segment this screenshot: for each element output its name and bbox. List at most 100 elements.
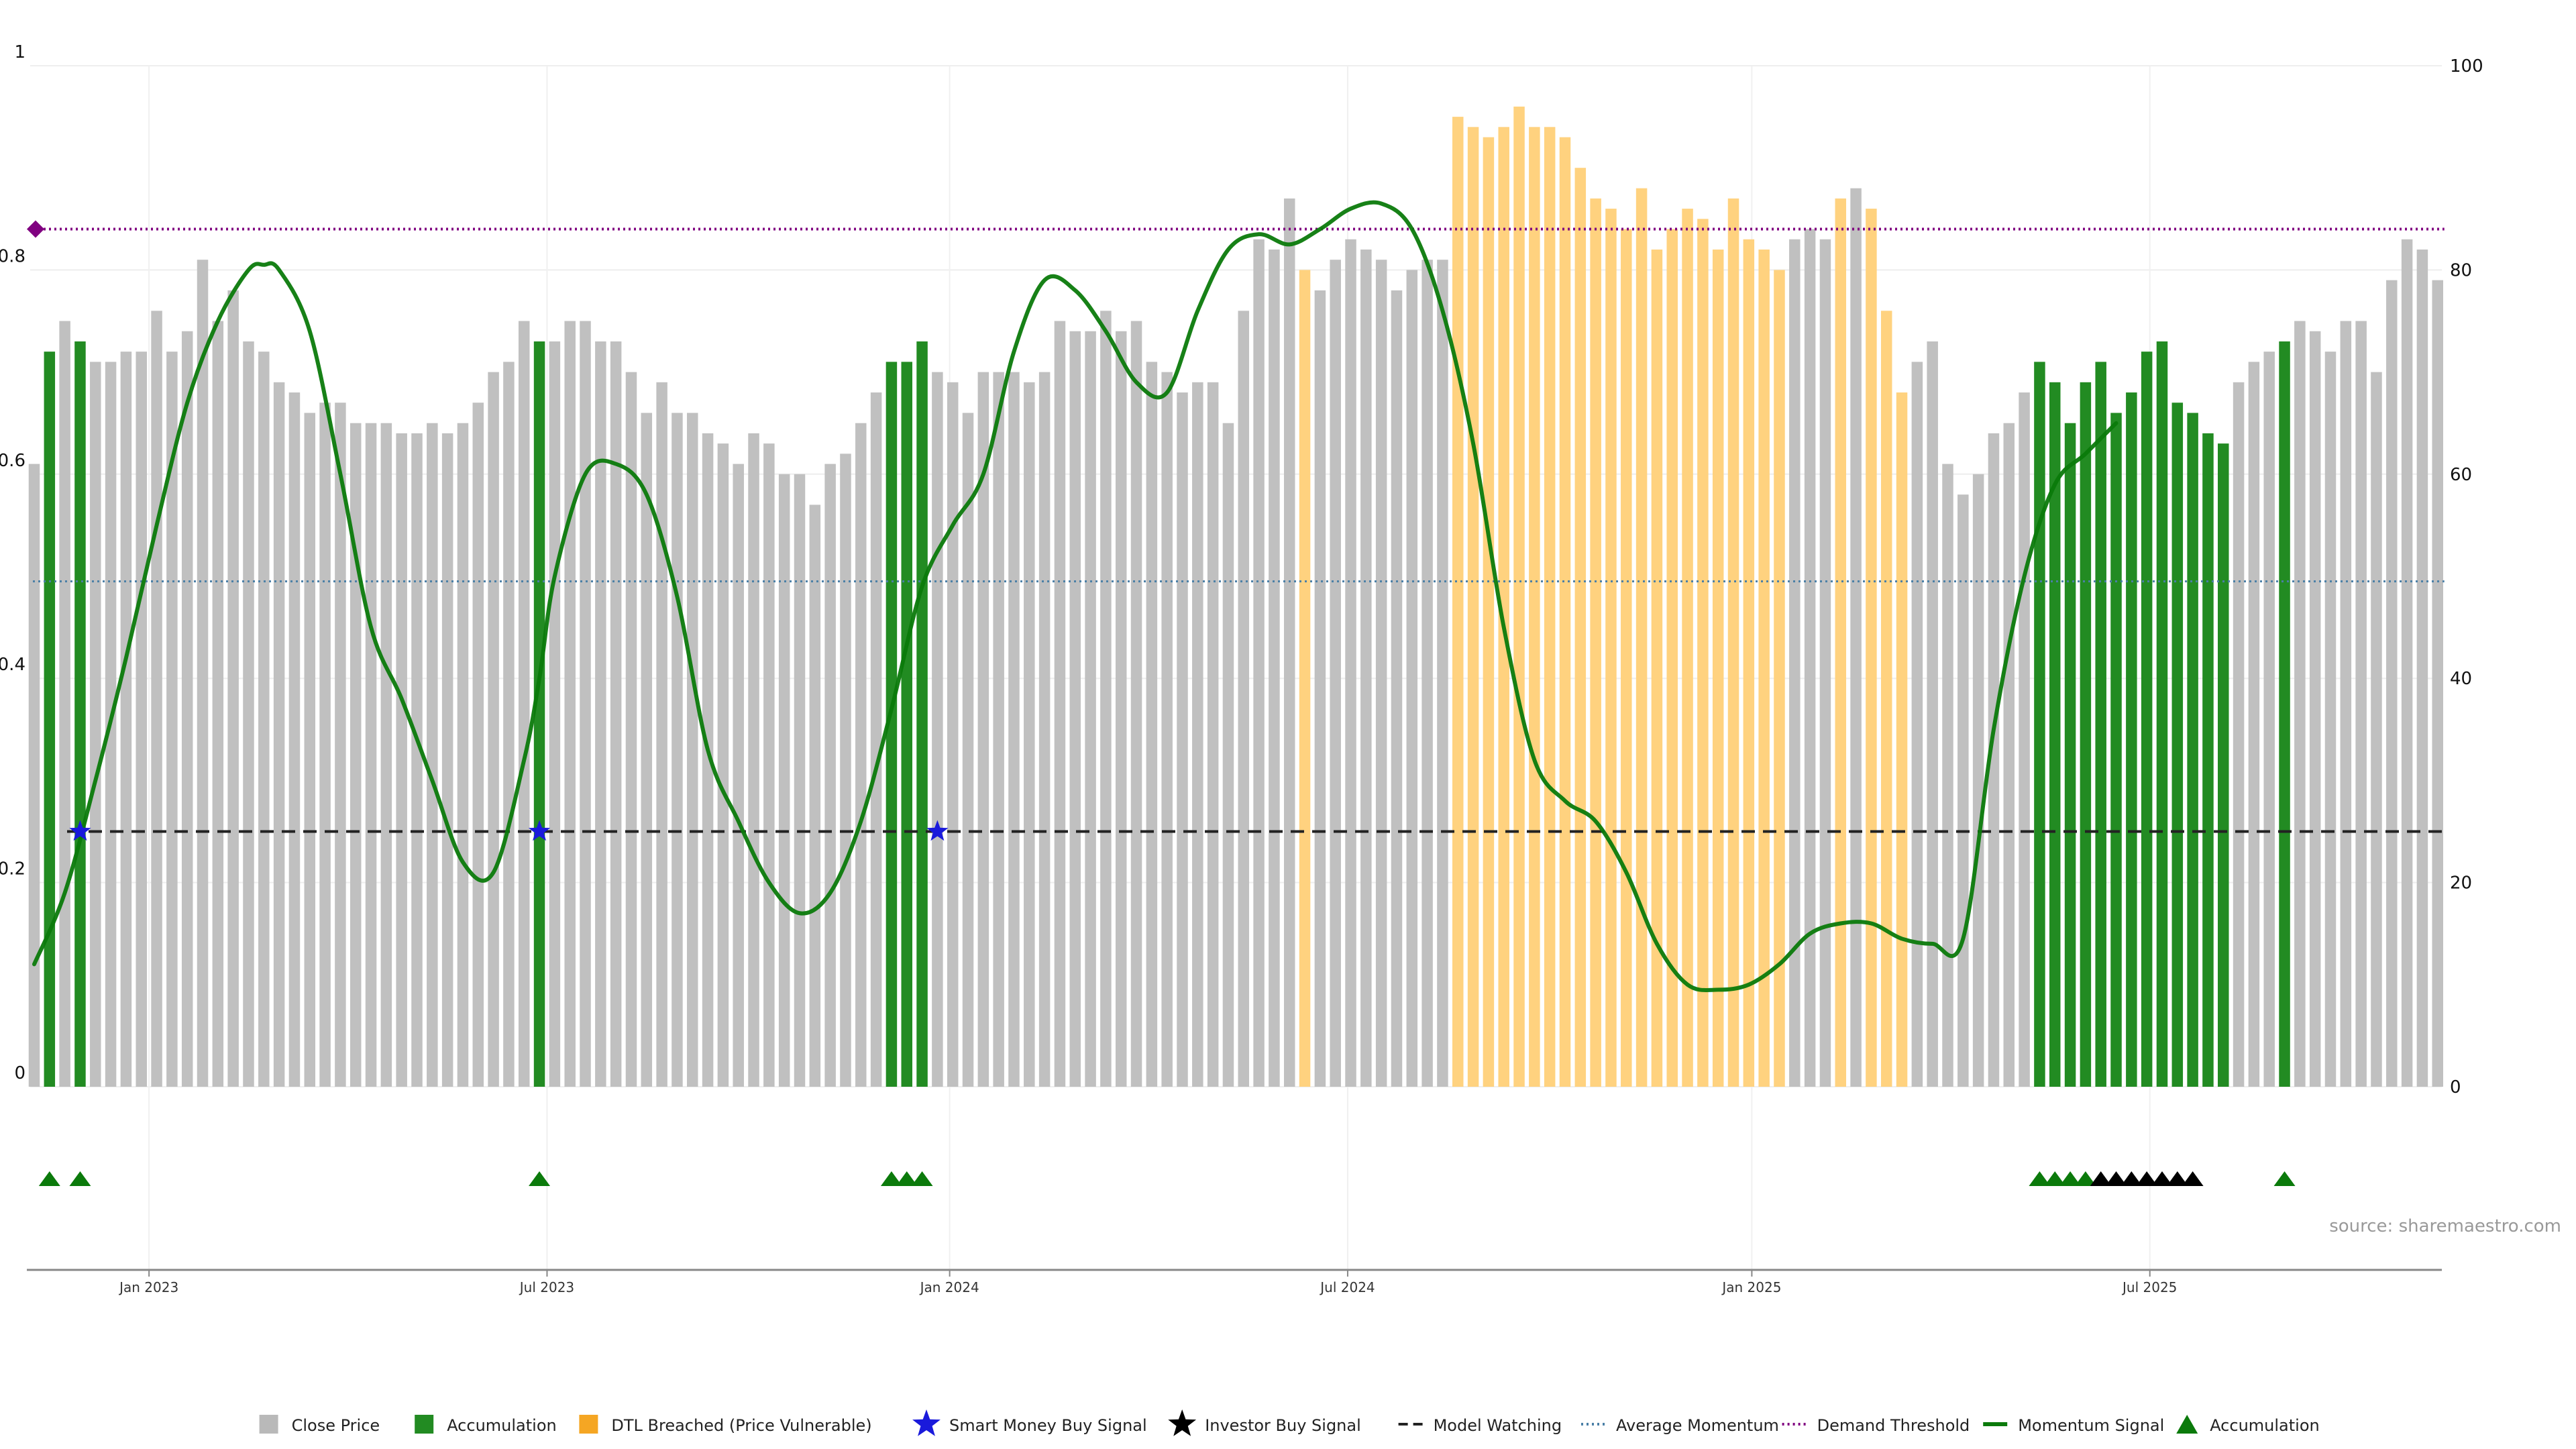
close-price-bar — [1038, 372, 1051, 1087]
close-price-bar — [824, 464, 836, 1087]
dtl-breached-bar — [1605, 209, 1617, 1087]
accumulation-triangle — [2074, 1171, 2096, 1186]
accumulation-bar — [2095, 362, 2106, 1087]
dtl-breached-bar — [1513, 106, 1525, 1087]
close-price-bar — [166, 352, 178, 1087]
close-price-bar — [625, 372, 637, 1087]
close-price-bar — [778, 474, 790, 1087]
accumulation-bar — [2187, 413, 2198, 1087]
close-price-bar — [855, 423, 867, 1087]
close-price-bar — [1161, 372, 1173, 1087]
accumulation-triangle — [2273, 1171, 2296, 1186]
right-tick-label: 20 — [2450, 873, 2472, 894]
dtl-breached-bar — [1483, 137, 1495, 1087]
close-price-bar — [518, 321, 530, 1087]
close-price-bar — [2401, 239, 2413, 1087]
close-price-bar — [656, 382, 667, 1087]
close-price-bar — [717, 443, 729, 1087]
close-price-bar — [1283, 198, 1295, 1087]
close-price-bar — [472, 402, 484, 1087]
legend-triangle-icon — [2176, 1415, 2198, 1434]
legend: Close Price Accumulation DTL Breached (Pri… — [259, 1409, 2320, 1436]
dtl-breached-bar — [1835, 198, 1847, 1087]
close-price-bar — [59, 321, 70, 1087]
close-price-bar — [457, 423, 469, 1087]
legend-label: Demand Threshold — [1817, 1416, 1970, 1435]
accumulation-bar — [2080, 382, 2092, 1087]
close-price-bar — [702, 433, 714, 1087]
lines-layer — [32, 200, 2445, 993]
dtl-breached-bar — [1621, 229, 1632, 1087]
close-price-bar — [977, 372, 989, 1087]
close-price-bar — [2003, 423, 2015, 1087]
close-price-bar — [641, 413, 653, 1087]
close-price-bar — [396, 433, 407, 1087]
close-price-bar — [595, 341, 606, 1087]
close-price-bar — [2248, 362, 2260, 1087]
right-tick-label: 80 — [2450, 260, 2472, 280]
close-price-bar — [672, 413, 683, 1087]
dtl-breached-bar — [1697, 219, 1709, 1087]
close-price-bar — [365, 423, 377, 1087]
dtl-breached-bar — [1529, 127, 1540, 1087]
left-tick-label: 0.2 — [0, 859, 25, 879]
close-price-bar — [1437, 260, 1448, 1087]
accumulation-bar — [44, 352, 56, 1087]
close-price-bar — [2309, 331, 2321, 1087]
close-price-bar — [1957, 494, 1969, 1087]
close-price-bar — [1192, 382, 1203, 1087]
legend-item: Average Momentum — [1581, 1416, 1779, 1435]
close-price-bar — [2355, 321, 2367, 1087]
close-price-bar — [932, 372, 943, 1087]
demand-threshold-marker — [27, 220, 44, 238]
accumulation-triangle — [911, 1171, 933, 1186]
left-tick-label: 0 — [14, 1063, 25, 1083]
accumulation-bar — [2034, 362, 2045, 1087]
close-price-bar — [687, 413, 698, 1087]
legend-item: Model Watching — [1398, 1416, 1562, 1435]
bars-layer — [28, 106, 2443, 1087]
dtl-breached-bar — [1635, 188, 1648, 1087]
investor-buy-triangle — [2151, 1171, 2173, 1186]
close-price-bar — [2371, 372, 2382, 1087]
close-price-bar — [1177, 392, 1188, 1087]
close-price-bar — [1115, 331, 1127, 1087]
close-price-bar — [794, 474, 806, 1087]
dtl-breached-bar — [1727, 198, 1739, 1087]
legend-label: Close Price — [292, 1416, 380, 1435]
close-price-bar — [1085, 331, 1096, 1087]
close-price-bar — [120, 352, 132, 1087]
investor-buy-triangle — [2121, 1171, 2143, 1186]
close-price-bar — [350, 423, 362, 1087]
accumulation-triangle — [529, 1171, 551, 1186]
legend-label: Momentum Signal — [2018, 1416, 2164, 1435]
close-price-bar — [840, 453, 851, 1087]
accumulation-bar — [916, 341, 928, 1087]
investor-buy-triangle — [2182, 1171, 2204, 1186]
close-price-bar — [947, 382, 959, 1087]
close-price-bar — [151, 311, 162, 1087]
legend-swatch — [259, 1415, 278, 1434]
axis-layer: 0 0.2 0.4 0.6 0.8 1 0 20 40 60 80 100 Jan 2023 Jul 20… — [0, 42, 2483, 1295]
legend-label: DTL Breached (Price Vulnerable) — [611, 1416, 871, 1435]
legend-label: Model Watching — [1434, 1416, 1562, 1435]
close-price-bar — [2294, 321, 2306, 1087]
close-price-bar — [1238, 311, 1250, 1087]
accumulation-triangle — [880, 1171, 902, 1186]
smart-money-buy-star — [69, 820, 91, 841]
close-price-bar — [304, 413, 316, 1087]
legend-label: Average Momentum — [1616, 1416, 1779, 1435]
close-price-bar — [809, 504, 821, 1087]
close-price-bar — [549, 341, 561, 1087]
dtl-breached-bar — [1866, 209, 1877, 1087]
accumulation-bar — [2218, 443, 2229, 1087]
left-tick-label: 0.4 — [0, 655, 25, 675]
legend-label: Accumulation — [447, 1416, 557, 1435]
close-price-bar — [1330, 260, 1341, 1087]
dtl-breached-bar — [1896, 392, 1908, 1087]
accumulation-bar — [533, 341, 545, 1087]
close-price-bar — [1819, 239, 1831, 1087]
dtl-breached-bar — [1299, 270, 1311, 1087]
x-tick-label: Jul 2023 — [519, 1279, 574, 1295]
